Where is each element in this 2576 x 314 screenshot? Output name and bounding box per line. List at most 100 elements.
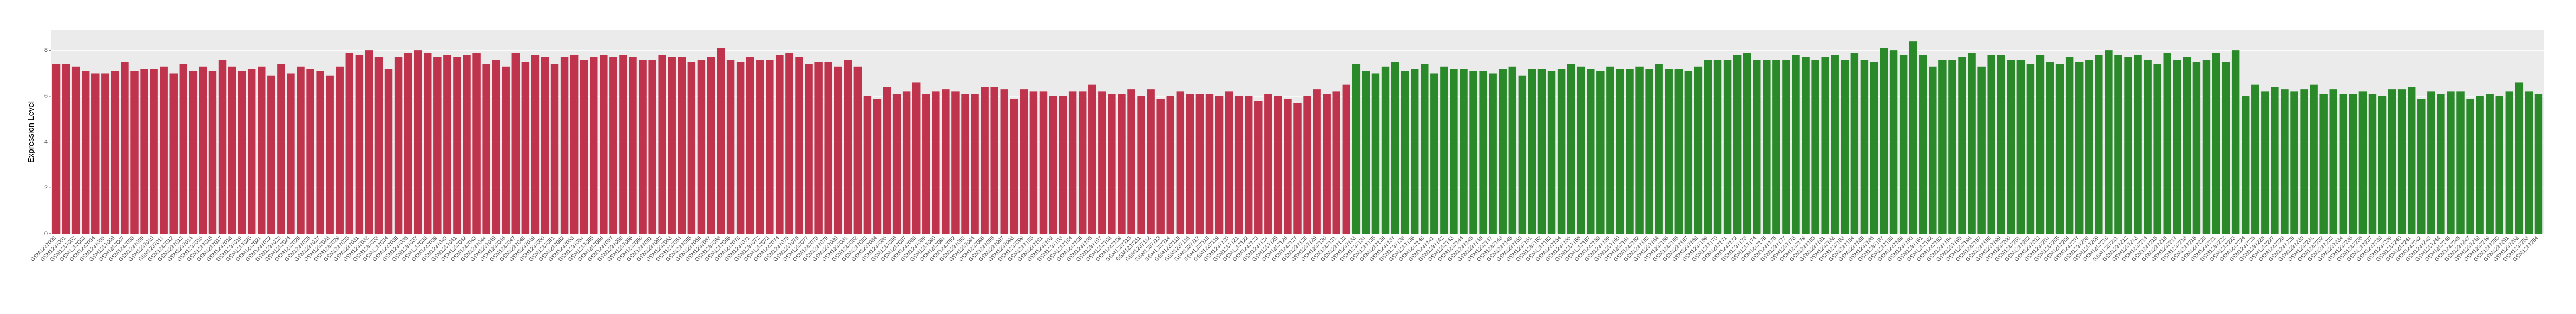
bar <box>1518 75 1527 234</box>
bar <box>247 69 256 234</box>
bar <box>717 48 725 234</box>
bar <box>365 50 373 234</box>
bar <box>2427 91 2435 234</box>
bar <box>1215 96 1224 234</box>
bar <box>2016 60 2025 234</box>
bar <box>1889 50 1898 234</box>
bar <box>590 57 598 234</box>
bar <box>1831 55 1839 234</box>
bar <box>932 91 940 234</box>
bar <box>541 57 549 234</box>
bar <box>1371 73 1380 234</box>
bar <box>961 94 969 234</box>
bar <box>2046 62 2054 234</box>
bar <box>1098 91 1106 234</box>
bar <box>814 62 823 234</box>
bar <box>1753 60 1761 234</box>
bar <box>2261 91 2269 234</box>
bar <box>2192 62 2201 234</box>
bar <box>101 73 109 234</box>
bar <box>2397 89 2406 234</box>
bar <box>2368 94 2377 234</box>
bar <box>1870 62 1878 234</box>
bar <box>1068 91 1077 234</box>
bar <box>746 57 754 234</box>
bar <box>2290 91 2298 234</box>
bar <box>277 64 285 234</box>
bar <box>766 60 774 234</box>
bar <box>1127 89 1135 234</box>
bar <box>580 60 588 234</box>
bar <box>521 62 530 234</box>
bar <box>208 71 217 234</box>
bar <box>433 57 442 234</box>
bar <box>1264 94 1272 234</box>
bar <box>2251 84 2259 234</box>
bar <box>922 94 930 234</box>
bar <box>892 94 901 234</box>
bar <box>1547 71 1556 234</box>
bar <box>776 55 784 234</box>
y-tick-label: 8 <box>44 47 48 54</box>
bar <box>316 71 324 234</box>
bar <box>971 94 979 234</box>
bar <box>1186 94 1194 234</box>
bar <box>2319 94 2328 234</box>
bar <box>1792 55 1800 234</box>
bar <box>1489 73 1497 234</box>
bar <box>2300 89 2308 234</box>
bar <box>2036 55 2045 234</box>
bar <box>1313 89 1321 234</box>
bar <box>1039 91 1048 234</box>
bar <box>160 66 168 234</box>
bar <box>1576 66 1585 234</box>
bar <box>609 57 617 234</box>
bar <box>1410 69 1419 234</box>
bar <box>2163 53 2171 234</box>
bar <box>511 53 520 234</box>
bar <box>140 69 148 234</box>
bar <box>2476 96 2484 234</box>
bar <box>1880 48 1888 234</box>
bar <box>707 57 715 234</box>
y-tick-label: 4 <box>44 139 48 145</box>
bar <box>2114 55 2122 234</box>
bar <box>942 89 950 234</box>
bar <box>1108 94 1116 234</box>
bar <box>2231 50 2240 234</box>
bar <box>1362 71 1370 234</box>
bar <box>2486 94 2494 234</box>
bar <box>1059 96 1067 234</box>
bar <box>1244 96 1253 234</box>
bar <box>374 57 383 234</box>
bar <box>2153 64 2161 234</box>
bar <box>853 66 862 234</box>
bar <box>2417 99 2426 234</box>
bar <box>2534 94 2543 234</box>
bar <box>355 55 364 234</box>
bar <box>619 55 627 234</box>
bar <box>1782 60 1790 234</box>
bar <box>169 73 178 234</box>
bar <box>2310 84 2318 234</box>
bar <box>1508 66 1517 234</box>
bar <box>297 66 305 234</box>
bar <box>189 71 198 234</box>
bar <box>130 71 139 234</box>
bar <box>2075 62 2084 234</box>
bar <box>1499 69 1507 234</box>
bar <box>2007 60 2015 234</box>
bar <box>1225 91 1233 234</box>
y-tick-label: 6 <box>44 93 48 100</box>
bar <box>2339 94 2348 234</box>
bar <box>1460 69 1468 234</box>
bar <box>384 69 393 234</box>
bar <box>2124 57 2132 234</box>
bar <box>1616 69 1624 234</box>
bar <box>2495 96 2503 234</box>
bar <box>629 57 637 234</box>
bar <box>560 57 569 234</box>
bar <box>258 66 266 234</box>
bar <box>1655 64 1663 234</box>
bar <box>1704 60 1712 234</box>
